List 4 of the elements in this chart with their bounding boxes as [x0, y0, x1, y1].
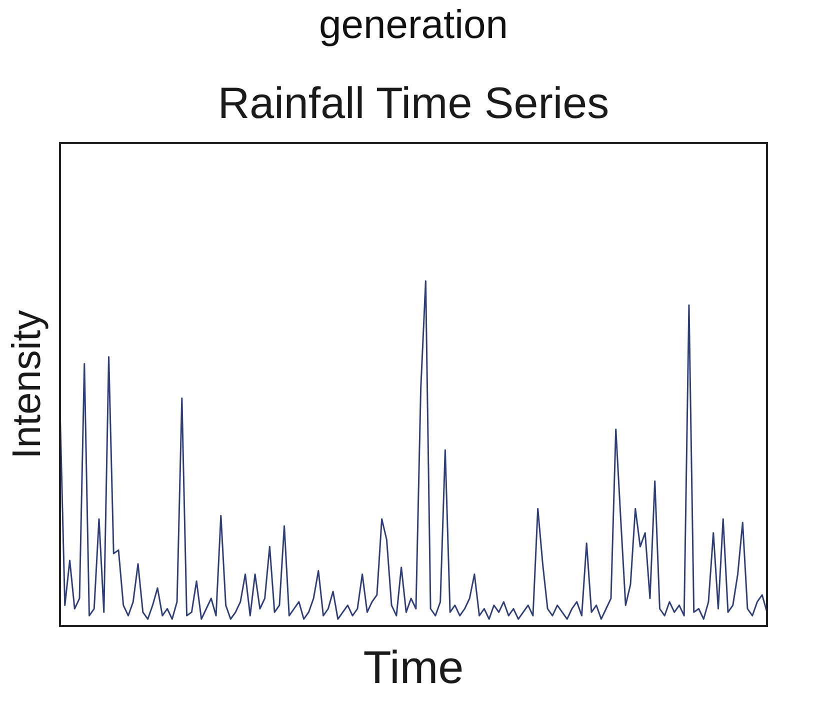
y-axis-title: Intensity — [5, 310, 49, 459]
chart-title: Rainfall Time Series — [218, 79, 610, 128]
x-axis-title: Time — [363, 641, 464, 693]
text: generation — [318, 3, 508, 47]
